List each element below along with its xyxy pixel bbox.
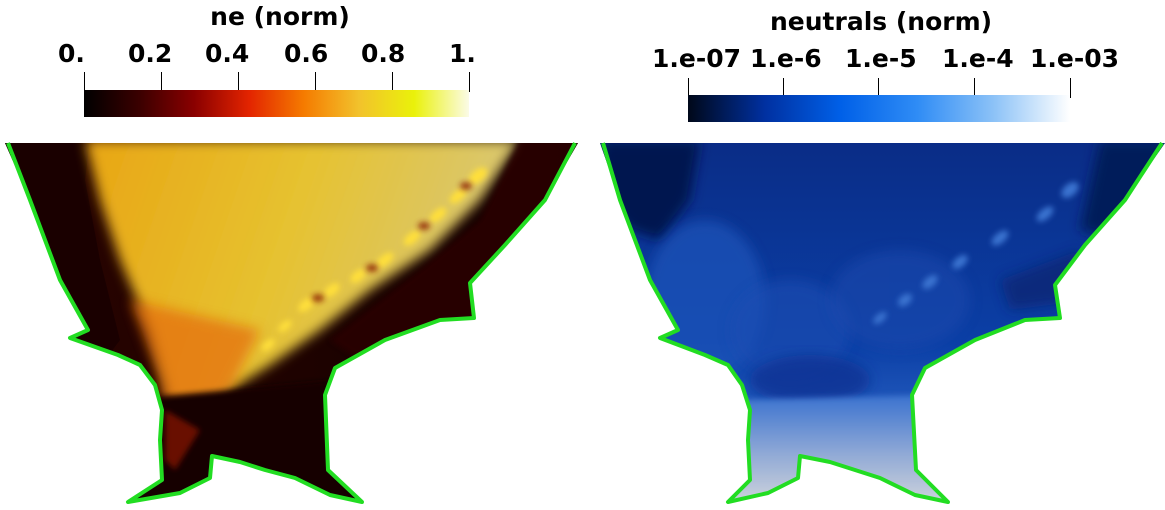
ne-tick-label-3: 0.6 [284,39,329,68]
ne-tick-label-5: 1. [449,39,476,68]
ne-colorbar [84,90,469,117]
ne-tick-label-4: 0.8 [361,39,406,68]
neutrals-tick-label-0: 1.e-07 [652,44,742,73]
ne-tick-2 [238,72,239,92]
ne-tick-4 [392,72,393,92]
ne-field [5,143,578,502]
neutrals-tick-label-2: 1.e-5 [845,44,917,73]
ne-title: ne (norm) [210,2,350,31]
ne-tick-label-0: 0. [58,39,85,68]
neutrals-field [600,143,1165,502]
neutrals-wall-boundary [601,141,1164,504]
ne-tick-label-1: 0.2 [128,39,173,68]
neutrals-tick-3 [974,78,975,98]
ne-tick-3 [315,72,316,92]
ne-tick-label-2: 0.4 [205,39,250,68]
neutrals-tick-2 [878,78,879,98]
ne-wall-boundary [6,142,577,504]
neutrals-title: neutrals (norm) [770,7,993,36]
neutrals-tick-4 [1070,78,1071,98]
neutrals-tick-1 [783,78,784,98]
neutrals-tick-label-1: 1.e-6 [750,44,822,73]
ne-tick-5 [469,72,470,92]
ne-tick-1 [161,72,162,92]
neutrals-tick-label-4: 1.e-03 [1030,44,1120,73]
neutrals-colorbar [688,95,1070,122]
neutrals-tick-label-3: 1.e-4 [942,44,1014,73]
